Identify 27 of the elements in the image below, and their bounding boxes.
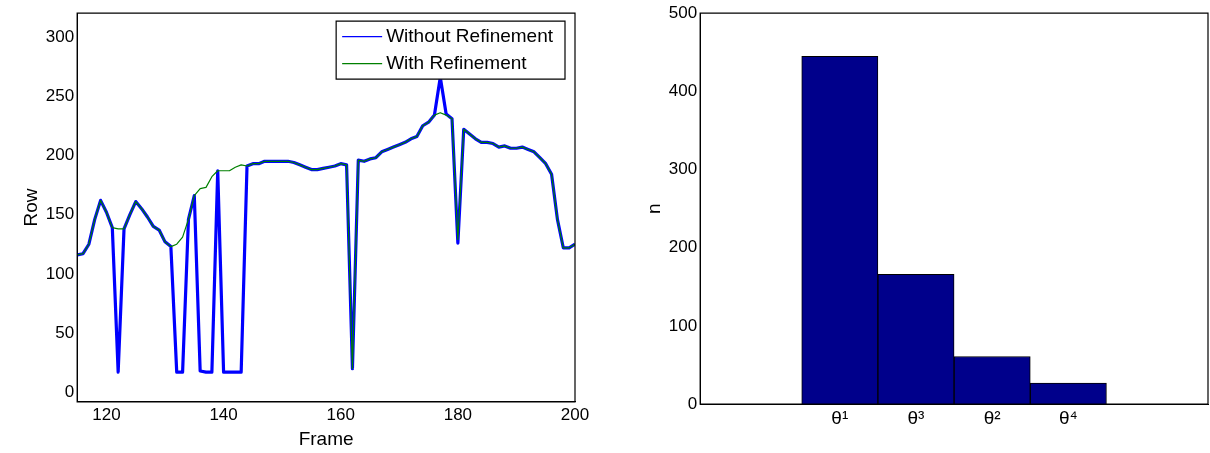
y-tick-label: 0	[687, 393, 698, 413]
y-tick-label: 100	[668, 315, 698, 335]
y-tick-label: 150	[45, 204, 75, 224]
x-tick-label: 140	[209, 404, 238, 424]
legend-label: With Refinement	[386, 51, 528, 73]
y-tick-label: 300	[45, 26, 75, 46]
y-axis-title: Row	[19, 188, 41, 227]
x-tick-label: θ³	[907, 406, 925, 428]
y-tick-label: 250	[45, 85, 75, 105]
x-tick-label: 160	[326, 404, 355, 424]
y-tick-label: 0	[64, 382, 75, 402]
y-axis-title: n	[642, 203, 664, 214]
y-tick-label: 500	[668, 2, 698, 22]
x-tick-label: 180	[443, 404, 473, 424]
x-tick-label: 120	[92, 404, 121, 424]
x-tick-label: θ²	[983, 406, 1001, 428]
y-tick-label: 400	[668, 81, 698, 101]
x-tick-label: θ⁴	[1058, 406, 1078, 428]
y-tick-label: 50	[55, 322, 75, 342]
legend-label: Without Refinement	[386, 24, 554, 46]
y-tick-label: 300	[668, 159, 698, 179]
x-tick-label: 200	[560, 404, 590, 424]
x-axis-title: Frame	[298, 427, 354, 449]
y-tick-label: 200	[668, 237, 698, 257]
y-tick-label: 200	[45, 145, 75, 165]
x-tick-label: θ¹	[831, 406, 849, 428]
y-tick-label: 100	[45, 263, 75, 283]
